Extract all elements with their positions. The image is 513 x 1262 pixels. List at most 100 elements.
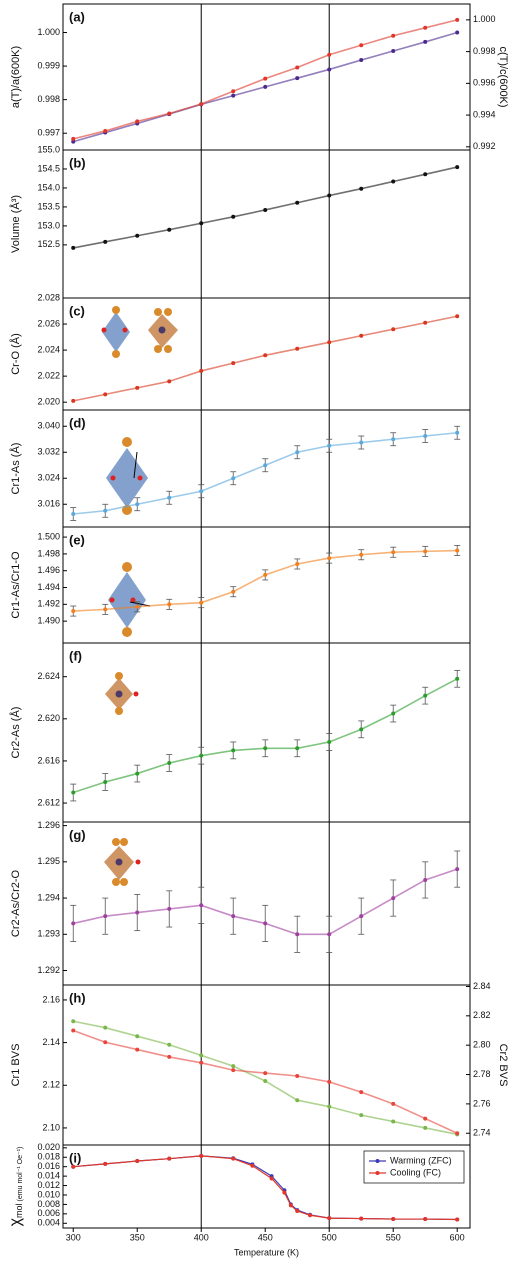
y-tick-label: 3.040 <box>37 421 60 431</box>
data-point <box>71 790 76 795</box>
data-point <box>295 1098 300 1103</box>
plot-frame <box>62 3 471 151</box>
data-point <box>327 52 332 57</box>
y-tick-label: 1.000 <box>37 27 60 37</box>
data-point <box>391 550 396 555</box>
y-tick-label: 0.018 <box>37 1152 60 1162</box>
data-point <box>231 1156 236 1161</box>
y2-tick-label: 1.000 <box>473 14 496 24</box>
data-point <box>391 896 396 901</box>
data-point <box>167 227 172 232</box>
data-point <box>455 314 460 319</box>
data-point <box>391 179 396 184</box>
y-tick-label: 0.020 <box>37 1142 60 1152</box>
y-tick-label: 1.490 <box>37 616 60 626</box>
data-point <box>327 1079 332 1084</box>
data-point <box>391 437 396 442</box>
data-point <box>327 67 332 72</box>
y2-tick-label: 0.992 <box>473 141 496 151</box>
panel-label: (f) <box>69 648 82 663</box>
legend-marker <box>375 1171 380 1175</box>
data-point <box>199 1053 204 1058</box>
data-point <box>263 207 268 212</box>
data-point <box>231 914 236 919</box>
data-point <box>455 867 460 872</box>
data-point <box>423 172 428 177</box>
data-point <box>231 476 236 481</box>
data-point <box>263 76 268 81</box>
data-point <box>391 711 396 716</box>
y-tick-label: 1.296 <box>37 820 60 830</box>
data-point <box>71 245 76 250</box>
data-point <box>359 43 364 48</box>
y-tick-label: 2.620 <box>37 713 60 723</box>
data-point <box>103 128 108 133</box>
y-tick-label: 2.028 <box>37 292 60 302</box>
data-point <box>263 1079 268 1083</box>
data-point <box>359 552 364 557</box>
data-point <box>71 921 76 926</box>
data-point <box>423 320 428 325</box>
y-tick-label: 2.10 <box>42 1122 60 1132</box>
y2-tick-label: 2.78 <box>473 1069 491 1079</box>
series-line <box>73 315 458 402</box>
y-tick-label: 3.032 <box>37 447 60 457</box>
legend-label: Warming (ZFC) <box>390 1155 452 1165</box>
y-tick-label: 153.0 <box>37 220 60 230</box>
plot-frame <box>62 1144 471 1229</box>
x-axis-label: Temperature (K) <box>234 1247 299 1257</box>
data-point <box>199 903 204 908</box>
y2-axis-label: Cr2 BVS <box>497 1044 509 1087</box>
data-point <box>327 193 332 198</box>
data-point <box>103 1025 108 1030</box>
data-point <box>167 1042 172 1047</box>
data-point <box>295 746 300 751</box>
data-point <box>423 25 428 30</box>
data-point <box>199 1060 204 1065</box>
crystal-insets <box>101 306 178 886</box>
y-axis-label: Cr-O (Å) <box>9 333 22 375</box>
y-tick-label: 154.0 <box>37 182 60 192</box>
y-axis-label: Cr1-As/Cr1-O <box>10 551 22 619</box>
y-tick-label: 0.998 <box>37 94 60 104</box>
data-point <box>263 353 268 358</box>
data-point <box>423 434 428 438</box>
plot-frame <box>62 642 471 823</box>
y-tick-label: 1.496 <box>37 565 60 575</box>
x-tick-label: 400 <box>194 1232 209 1242</box>
data-point <box>135 1047 140 1052</box>
y-tick-label: 2.12 <box>42 1080 60 1090</box>
data-point <box>391 33 396 38</box>
plot-frame <box>62 149 471 299</box>
panel-label: (d) <box>69 415 86 430</box>
data-point <box>103 914 108 919</box>
data-point <box>135 910 140 915</box>
data-point <box>103 607 108 612</box>
data-point <box>167 602 172 607</box>
panel-label: (i) <box>69 1150 81 1165</box>
data-point <box>71 1019 76 1024</box>
panel-label: (e) <box>69 532 85 547</box>
y-tick-label: 3.016 <box>37 499 60 509</box>
data-point <box>423 1125 428 1130</box>
data-point <box>282 1190 287 1195</box>
data-point <box>455 17 460 22</box>
y-tick-label: 2.624 <box>37 671 60 681</box>
y-tick-label: 1.492 <box>37 599 60 609</box>
y-tick-label: 3.024 <box>37 473 60 483</box>
data-point <box>231 214 236 219</box>
data-point <box>167 1054 172 1059</box>
data-point <box>199 221 204 226</box>
plot-frame <box>62 821 471 986</box>
data-point <box>308 1213 313 1218</box>
data-point <box>288 1203 293 1208</box>
data-point <box>423 549 428 554</box>
data-point <box>455 30 460 35</box>
plot-frame <box>62 984 471 1146</box>
data-point <box>263 1071 268 1076</box>
y2-axis-label: c(T)/c(600K) <box>497 46 509 107</box>
data-point <box>71 512 76 516</box>
y-tick-label: 0.999 <box>37 60 60 70</box>
data-point <box>391 327 396 332</box>
data-point <box>391 48 396 53</box>
